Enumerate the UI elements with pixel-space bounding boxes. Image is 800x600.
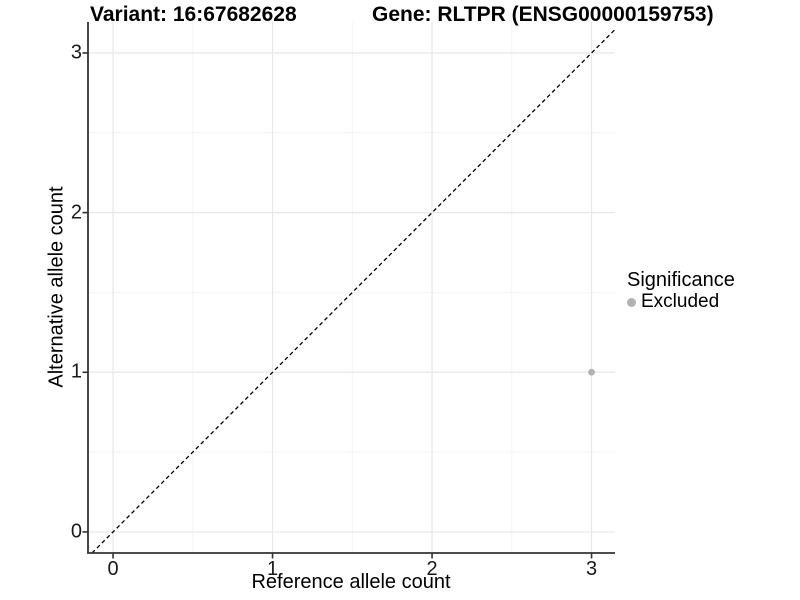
identity-reference-line: [91, 29, 616, 554]
legend: Significance Excluded: [627, 269, 735, 313]
legend-title: Significance: [627, 269, 735, 291]
x-tick-label: 3: [585, 558, 598, 580]
y-axis-title: Alternative allele count: [45, 186, 68, 388]
x-tick-label: 1: [266, 558, 279, 580]
legend-item-label: Excluded: [641, 291, 720, 312]
gene-title: Gene: RLTPR (ENSG00000159753): [372, 3, 714, 26]
y-tick-label: 1: [70, 360, 82, 383]
data-point: [588, 368, 595, 376]
x-tick-label: 0: [107, 558, 119, 580]
legend-point-icon: [627, 297, 636, 307]
x-axis-title: Reference allele count: [251, 571, 451, 593]
y-tick-label: 0: [70, 520, 82, 543]
y-tick-label: 2: [70, 201, 82, 224]
legend-item-excluded: Excluded: [627, 291, 735, 313]
x-tick-label: 2: [426, 558, 438, 580]
y-tick-label: 3: [70, 41, 82, 64]
variant-title: Variant: 16:67682628: [90, 3, 297, 26]
